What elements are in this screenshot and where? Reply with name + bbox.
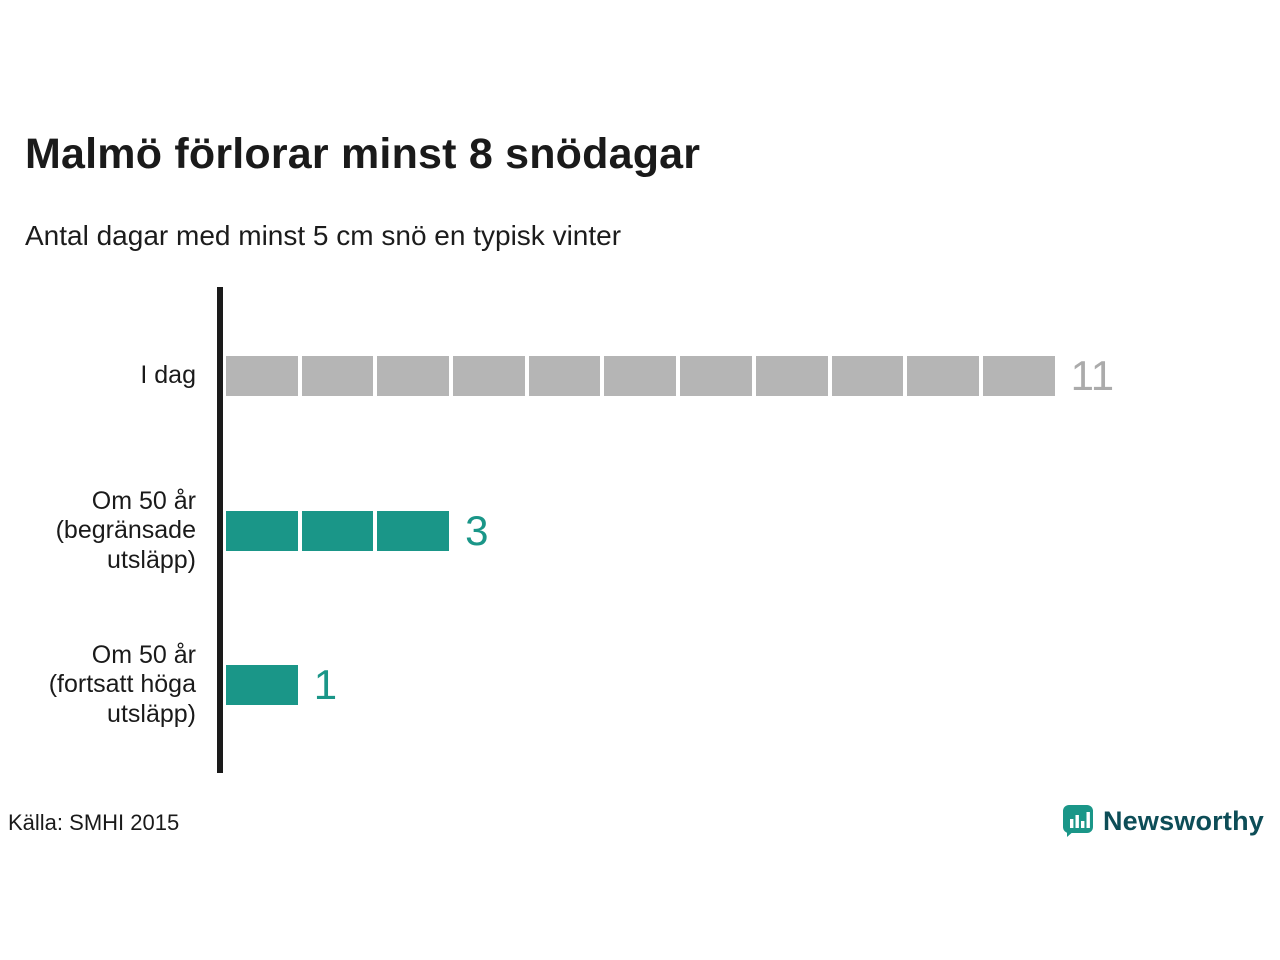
bar-segment <box>226 511 298 551</box>
bar-segment <box>604 356 677 396</box>
category-label: Om 50 år (begränsade utsläpp) <box>55 486 196 574</box>
bar-segment <box>301 356 374 396</box>
brand-name: Newsworthy <box>1102 805 1264 836</box>
value-label: 11 <box>1070 352 1115 399</box>
y-axis-line <box>217 287 223 773</box>
page-title: Malmö förlorar minst 8 snödagar <box>25 130 701 178</box>
bar <box>226 356 1055 396</box>
bar-segment <box>831 356 904 396</box>
bar-segment <box>226 356 298 396</box>
bar-segment <box>453 356 525 396</box>
bar-segment <box>301 511 374 551</box>
category-label: I dag <box>140 361 196 390</box>
value-label: 3 <box>465 507 489 554</box>
newsworthy-logo: Newsworthy <box>1062 804 1264 838</box>
bar-segment <box>377 511 450 551</box>
value-label: 1 <box>313 661 338 708</box>
bar-segment <box>907 356 979 396</box>
bar-segment <box>982 356 1055 396</box>
chart-row: Om 50 år (fortsatt höga utsläpp) 1 <box>0 635 337 735</box>
chart-subtitle: Antal dagar med minst 5 cm snö en typisk… <box>25 220 622 251</box>
source-note: Källa: SMHI 2015 <box>8 810 180 835</box>
bar-segment <box>755 356 828 396</box>
bar-segment <box>377 356 450 396</box>
bar <box>226 665 298 705</box>
category-label: Om 50 år (fortsatt höga utsläpp) <box>48 640 196 728</box>
bar-segment <box>528 356 601 396</box>
bar-chart-marker-icon <box>1062 804 1094 838</box>
bar <box>226 511 450 551</box>
chart-row: Om 50 år (begränsade utsläpp) 3 <box>0 481 489 581</box>
chart-row: I dag 11 <box>0 326 1114 426</box>
bar-segment <box>226 665 298 705</box>
bar-segment <box>680 356 752 396</box>
